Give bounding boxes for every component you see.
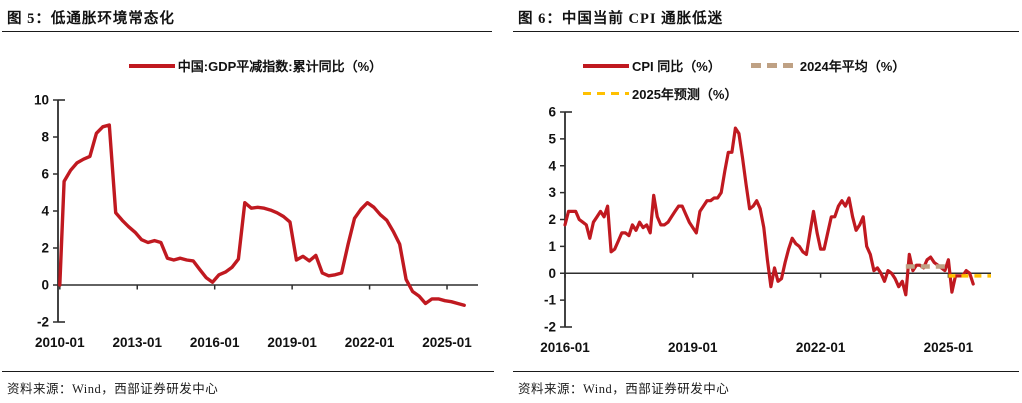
- y-tick-label: 0: [41, 278, 49, 293]
- y-tick-label: 6: [41, 167, 49, 182]
- gdp-deflator-chart: -2 0 2 4 6 8 10 2010-01 2013-01 2016-01 2019-01 202…: [0, 90, 511, 360]
- legend-item-2024-average: 2024年平均（%）: [750, 57, 906, 74]
- series-gdp-deflator: [58, 123, 466, 308]
- x-tick-label: 2025-01: [924, 340, 974, 355]
- figure-6-panel: 图 6：中国当前 CPI 通胀低迷 CPI 同比（%） 2024年平均（%） 2…: [511, 0, 1022, 403]
- figure-5-title-rule: [2, 31, 492, 32]
- legend-item-gdp-deflator: 中国:GDP平减指数:累计同比（%）: [128, 57, 383, 74]
- y-tick-label: 4: [41, 204, 49, 219]
- legend-item-2025-forecast: 2025年预测（%）: [583, 85, 737, 102]
- x-tick-label: 2010-01: [35, 335, 85, 350]
- figure-6-title: 图 6：中国当前 CPI 通胀低迷: [518, 11, 724, 27]
- figure-5-source: 资料来源：Wind，西部证券研发中心: [7, 382, 219, 396]
- gdp-deflator-chart-svg: -2 0 2 4 6 8 10 2010-01 2013-01 2016-01 2019-01 202…: [34, 93, 478, 350]
- legend-label: CPI 同比（%）: [632, 59, 721, 74]
- legend-label: 2025年预测（%）: [632, 87, 738, 102]
- x-tick-label: 2022-01: [345, 335, 395, 350]
- figure-5-panel: 图 5：低通胀环境常态化 中国:GDP平减指数:累计同比（%） -2 0 2 4 6 8 1…: [0, 11, 511, 396]
- x-tick-label: 2016-01: [190, 335, 240, 350]
- y-tick-label: 1: [548, 239, 556, 254]
- x-tick-label: 2019-01: [668, 340, 718, 355]
- figure-5-legend: 中国:GDP平减指数:累计同比（%）: [0, 57, 511, 74]
- y-tick-label: 10: [34, 93, 49, 108]
- x-tick-label: 2016-01: [540, 340, 590, 355]
- legend-label: 2024年平均（%）: [799, 59, 906, 74]
- figure-6-title-rule: [513, 31, 1019, 32]
- y-tick-label: 4: [548, 158, 556, 173]
- legend-label: 中国:GDP平减指数:累计同比（%）: [177, 59, 383, 74]
- legend-dashed-swatch: [583, 91, 629, 96]
- y-tick-label: -2: [37, 315, 49, 330]
- y-tick-label: 6: [548, 105, 556, 120]
- x-tick-label: 2022-01: [796, 340, 846, 355]
- figure-5-source-rule: [2, 371, 494, 372]
- x-tick-label: 2019-01: [267, 335, 317, 350]
- y-tick-label: 5: [548, 131, 556, 146]
- y-tick-label: 2: [548, 212, 556, 227]
- y-tick-label: 8: [41, 130, 49, 145]
- legend-line-swatch: [583, 63, 629, 68]
- legend-dashed-swatch: [750, 63, 797, 68]
- y-tick-label: 0: [548, 266, 556, 281]
- legend-item-cpi-yoy: CPI 同比（%）: [583, 57, 721, 74]
- y-tick-label: -1: [544, 293, 556, 308]
- y-tick-label: 2: [41, 241, 49, 256]
- figure-6-legend: CPI 同比（%） 2024年平均（%） 2025年预测（%）: [583, 57, 965, 102]
- cpi-chart: -2 -1 0 1 2 3 4 5 6 2016-01 2019-01 2022-01 2025-01: [511, 90, 1022, 360]
- y-tick-label: 3: [548, 185, 556, 200]
- cpi-chart-svg: -2 -1 0 1 2 3 4 5 6 2016-01 2019-01 2022-01 2025-01: [540, 105, 991, 355]
- y-tick-label: -2: [544, 320, 556, 335]
- x-tick-label: 2025-01: [422, 335, 472, 350]
- figure-6-source-rule: [513, 371, 1019, 372]
- x-tick-label: 2013-01: [112, 335, 162, 350]
- series-cpi-yoy: [563, 126, 975, 297]
- figure-5-title: 图 5：低通胀环境常态化: [7, 11, 175, 27]
- legend-line-swatch: [128, 63, 175, 68]
- figure-6-source: 资料来源：Wind，西部证券研发中心: [518, 382, 730, 396]
